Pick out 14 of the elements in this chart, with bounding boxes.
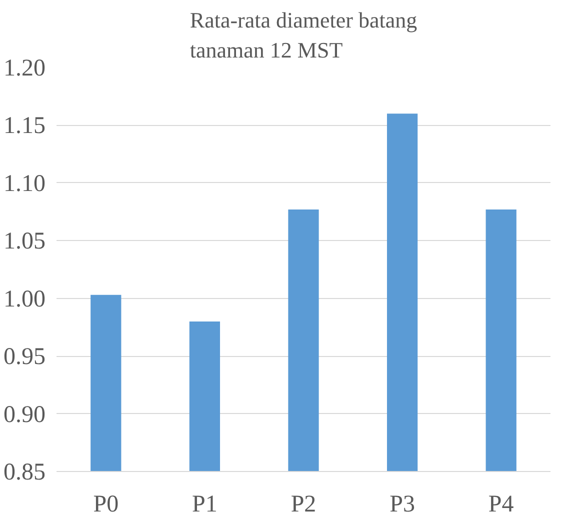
y-tick-label: 1.15 [4, 113, 46, 140]
x-tick-label: P3 [390, 492, 415, 518]
y-tick-label: 1.20 [4, 56, 46, 82]
x-tick-label: P4 [488, 492, 514, 518]
y-tick-label: 1.00 [4, 286, 46, 312]
y-tick-label: 0.85 [4, 460, 46, 486]
y-tick-label: 1.05 [4, 228, 46, 255]
y-tick-label: 1.10 [4, 170, 46, 197]
x-tick-label: P2 [290, 492, 316, 518]
chart-title: Rata-rata diameter batang tanaman 12 MST [190, 8, 418, 62]
y-tick-label: 0.95 [4, 344, 46, 370]
x-tick-label: P0 [93, 492, 119, 518]
x-tick-label: P1 [192, 492, 218, 518]
y-tick-label: 0.90 [4, 402, 46, 428]
